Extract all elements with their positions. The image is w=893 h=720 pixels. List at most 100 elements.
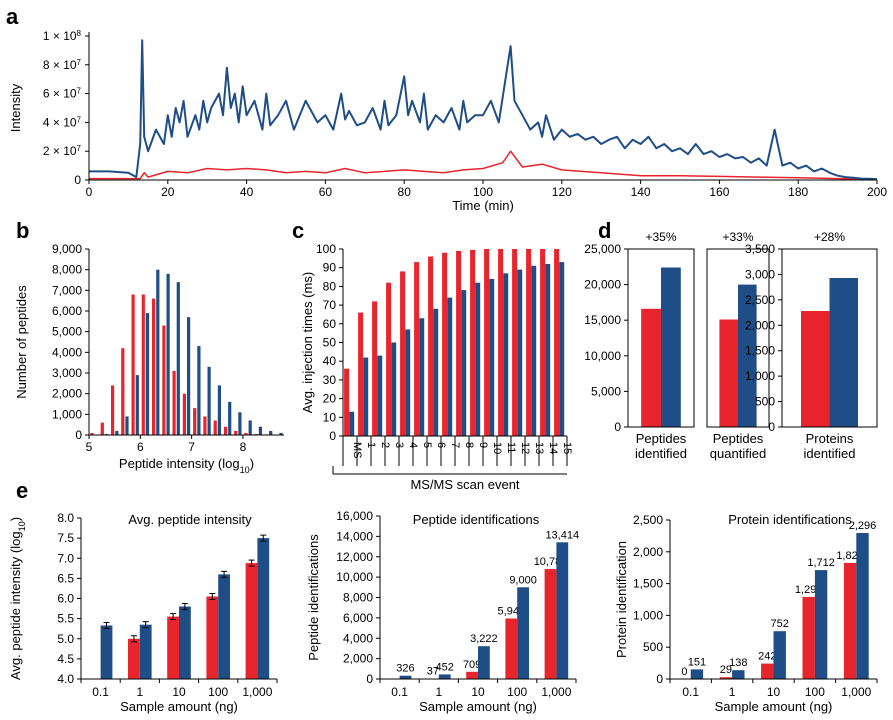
e2-bar-red bbox=[505, 618, 518, 679]
c-y-tick-label: 40 bbox=[323, 354, 337, 368]
c-bar-red bbox=[512, 249, 518, 436]
e1-bar-blue bbox=[218, 574, 230, 679]
d-category-label: identified bbox=[803, 446, 855, 461]
b-y-tick-label: 5,000 bbox=[52, 325, 82, 339]
panel-label-c: c bbox=[292, 218, 304, 243]
d-category-label: Peptides bbox=[636, 431, 687, 446]
e2-data-label: 326 bbox=[396, 663, 414, 675]
a-y-tick-label: 8 × 107 bbox=[43, 57, 82, 72]
b-y-tick-label: 6,000 bbox=[52, 304, 82, 318]
b-bar-red bbox=[213, 420, 217, 435]
c-bar-red bbox=[372, 301, 378, 436]
e2-title: Peptide identifications bbox=[413, 512, 540, 527]
e3-y-tick-label: 1,000 bbox=[633, 608, 663, 622]
c-y-axis-label: Avg. injection times (ms) bbox=[300, 272, 315, 413]
a-x-tick-label: 180 bbox=[788, 185, 808, 199]
c-category-label: 1 bbox=[365, 442, 377, 448]
b-bar-blue bbox=[228, 401, 232, 435]
e2-x-tick-label: 10 bbox=[471, 685, 485, 699]
e1-bar-blue bbox=[100, 625, 113, 679]
e2-bar-blue bbox=[556, 542, 569, 679]
e2-y-tick-label: 14,000 bbox=[336, 529, 373, 543]
e1-y-tick-label: 4.0 bbox=[57, 672, 74, 686]
e2-bar-blue bbox=[517, 587, 529, 679]
d-bar-blue bbox=[661, 267, 681, 427]
e1-bar-blue bbox=[179, 606, 191, 679]
c-category-label: MS bbox=[351, 442, 363, 459]
e2-x-tick-label: 1 bbox=[435, 685, 442, 699]
b-x-tick-label: 8 bbox=[240, 440, 247, 454]
b-y-tick-label: 9,000 bbox=[52, 242, 82, 256]
e1-y-axis-label: Avg. peptide intensity (log10) bbox=[8, 517, 27, 680]
c-category-label: 6 bbox=[435, 442, 447, 448]
e2-y-tick-label: 2,000 bbox=[343, 652, 373, 666]
d-category-label: Proteins bbox=[806, 431, 854, 446]
d-y-tick-label: 15,000 bbox=[584, 313, 621, 327]
e2-data-label: 37 bbox=[427, 666, 439, 678]
e2-x-tick-label: 0.1 bbox=[391, 685, 408, 699]
a-y-tick-label: 0 bbox=[74, 173, 81, 187]
d-category-label: quantified bbox=[710, 446, 766, 461]
e2-bar-blue bbox=[399, 675, 412, 679]
c-category-label: 4 bbox=[407, 442, 419, 448]
d-y-tick-label: 2,500 bbox=[745, 293, 775, 307]
c-bar-red bbox=[470, 249, 476, 436]
c-bar-red bbox=[554, 249, 560, 436]
d-bar-red bbox=[641, 308, 661, 427]
e3-bar-red bbox=[802, 596, 815, 679]
c-category-label: 13 bbox=[533, 442, 545, 454]
c-category-label: 2 bbox=[379, 442, 391, 448]
c-bar-red bbox=[484, 249, 490, 436]
b-bar-blue bbox=[187, 317, 191, 435]
c-bar-blue bbox=[433, 308, 439, 436]
c-bar-red bbox=[386, 282, 392, 436]
c-category-label: 3 bbox=[393, 442, 405, 448]
a-x-tick-label: 120 bbox=[552, 185, 572, 199]
b-bar-red bbox=[162, 325, 166, 435]
a-x-tick-label: 60 bbox=[319, 185, 333, 199]
b-bar-red bbox=[90, 432, 94, 435]
b-bar-red bbox=[100, 422, 104, 435]
b-y-tick-label: 1,000 bbox=[52, 407, 82, 421]
c-bar-blue bbox=[545, 264, 551, 436]
d-annotation: +35% bbox=[645, 230, 676, 244]
c-y-tick-label: 0 bbox=[329, 429, 336, 443]
e3-bar-red bbox=[719, 677, 733, 679]
c-bar-blue bbox=[503, 273, 509, 436]
e2-x-tick-label: 1,000 bbox=[541, 685, 571, 699]
c-category-label: 10 bbox=[491, 442, 503, 454]
e1-y-tick-label: 7.5 bbox=[57, 531, 74, 545]
c-y-tick-label: 50 bbox=[323, 336, 337, 350]
b-bar-red bbox=[121, 348, 125, 435]
d-bar-red bbox=[719, 319, 738, 427]
d-annotation: +33% bbox=[722, 230, 753, 244]
b-bar-blue bbox=[166, 273, 170, 435]
c-bar-blue bbox=[391, 342, 397, 436]
e2-bar-red bbox=[544, 569, 557, 679]
c-bar-blue bbox=[447, 297, 453, 436]
e1-y-tick-label: 5.0 bbox=[57, 632, 74, 646]
e1-y-tick-label: 7.0 bbox=[57, 551, 74, 565]
c-category-label: 11 bbox=[505, 442, 517, 453]
e2-bar-blue bbox=[438, 674, 451, 679]
b-bar-blue bbox=[279, 432, 283, 435]
e2-y-tick-label: 16,000 bbox=[336, 509, 373, 523]
d-y-tick-label: 1,500 bbox=[745, 344, 775, 358]
d-bar-blue bbox=[829, 278, 858, 427]
e2-bar-blue bbox=[478, 646, 490, 679]
c-y-tick-label: 60 bbox=[323, 317, 337, 331]
e3-data-label: 29 bbox=[720, 664, 732, 676]
d-annotation: +28% bbox=[814, 230, 845, 244]
e3-x-tick-label: 0.1 bbox=[682, 685, 699, 699]
c-bar-blue bbox=[419, 318, 425, 436]
d-bar-blue bbox=[738, 284, 757, 427]
e3-bar-blue bbox=[814, 570, 828, 679]
a-x-tick-label: 0 bbox=[86, 185, 93, 199]
b-bar-red bbox=[223, 426, 228, 435]
e2-data-label: 13,414 bbox=[545, 529, 579, 541]
b-bar-blue bbox=[145, 313, 150, 435]
c-category-label: 14 bbox=[547, 442, 559, 454]
c-bar-blue bbox=[349, 411, 355, 436]
